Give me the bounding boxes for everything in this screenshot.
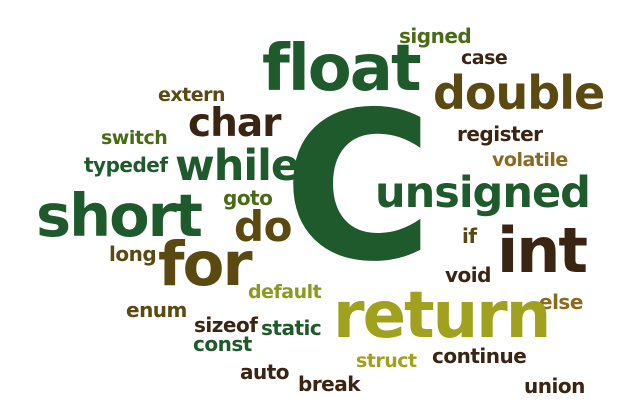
word-float: float — [262, 32, 422, 106]
word-extern: extern — [158, 84, 226, 106]
word-continue: continue — [432, 344, 527, 368]
word-case: case — [461, 47, 508, 69]
word-register: register — [457, 122, 543, 146]
word-volatile: volatile — [492, 149, 568, 171]
word-goto: goto — [223, 186, 273, 210]
word-switch: switch — [101, 127, 168, 149]
word-union: union — [524, 374, 585, 398]
word-double: double — [433, 66, 605, 120]
word-int: int — [497, 214, 588, 287]
word-signed: signed — [399, 24, 472, 48]
word-enum: enum — [126, 298, 187, 322]
word-c: C — [283, 69, 433, 307]
word-static: static — [261, 316, 322, 340]
word-if: if — [462, 224, 477, 248]
word-do: do — [234, 202, 292, 251]
word-default: default — [248, 281, 322, 303]
word-void: void — [445, 263, 491, 287]
word-const: const — [193, 332, 252, 356]
word-auto: auto — [240, 360, 290, 384]
word-unsigned: unsigned — [375, 168, 591, 218]
word-sizeof: sizeof — [194, 313, 258, 337]
word-char: char — [188, 101, 281, 146]
word-struct: struct — [356, 350, 417, 372]
word-for: for — [158, 229, 253, 300]
word-long: long — [109, 242, 157, 266]
word-return: return — [333, 279, 551, 353]
word-short: short — [36, 181, 203, 250]
word-break: break — [298, 372, 361, 396]
word-typedef: typedef — [84, 153, 168, 177]
word-while: while — [175, 141, 300, 191]
word-else: else — [539, 290, 583, 314]
